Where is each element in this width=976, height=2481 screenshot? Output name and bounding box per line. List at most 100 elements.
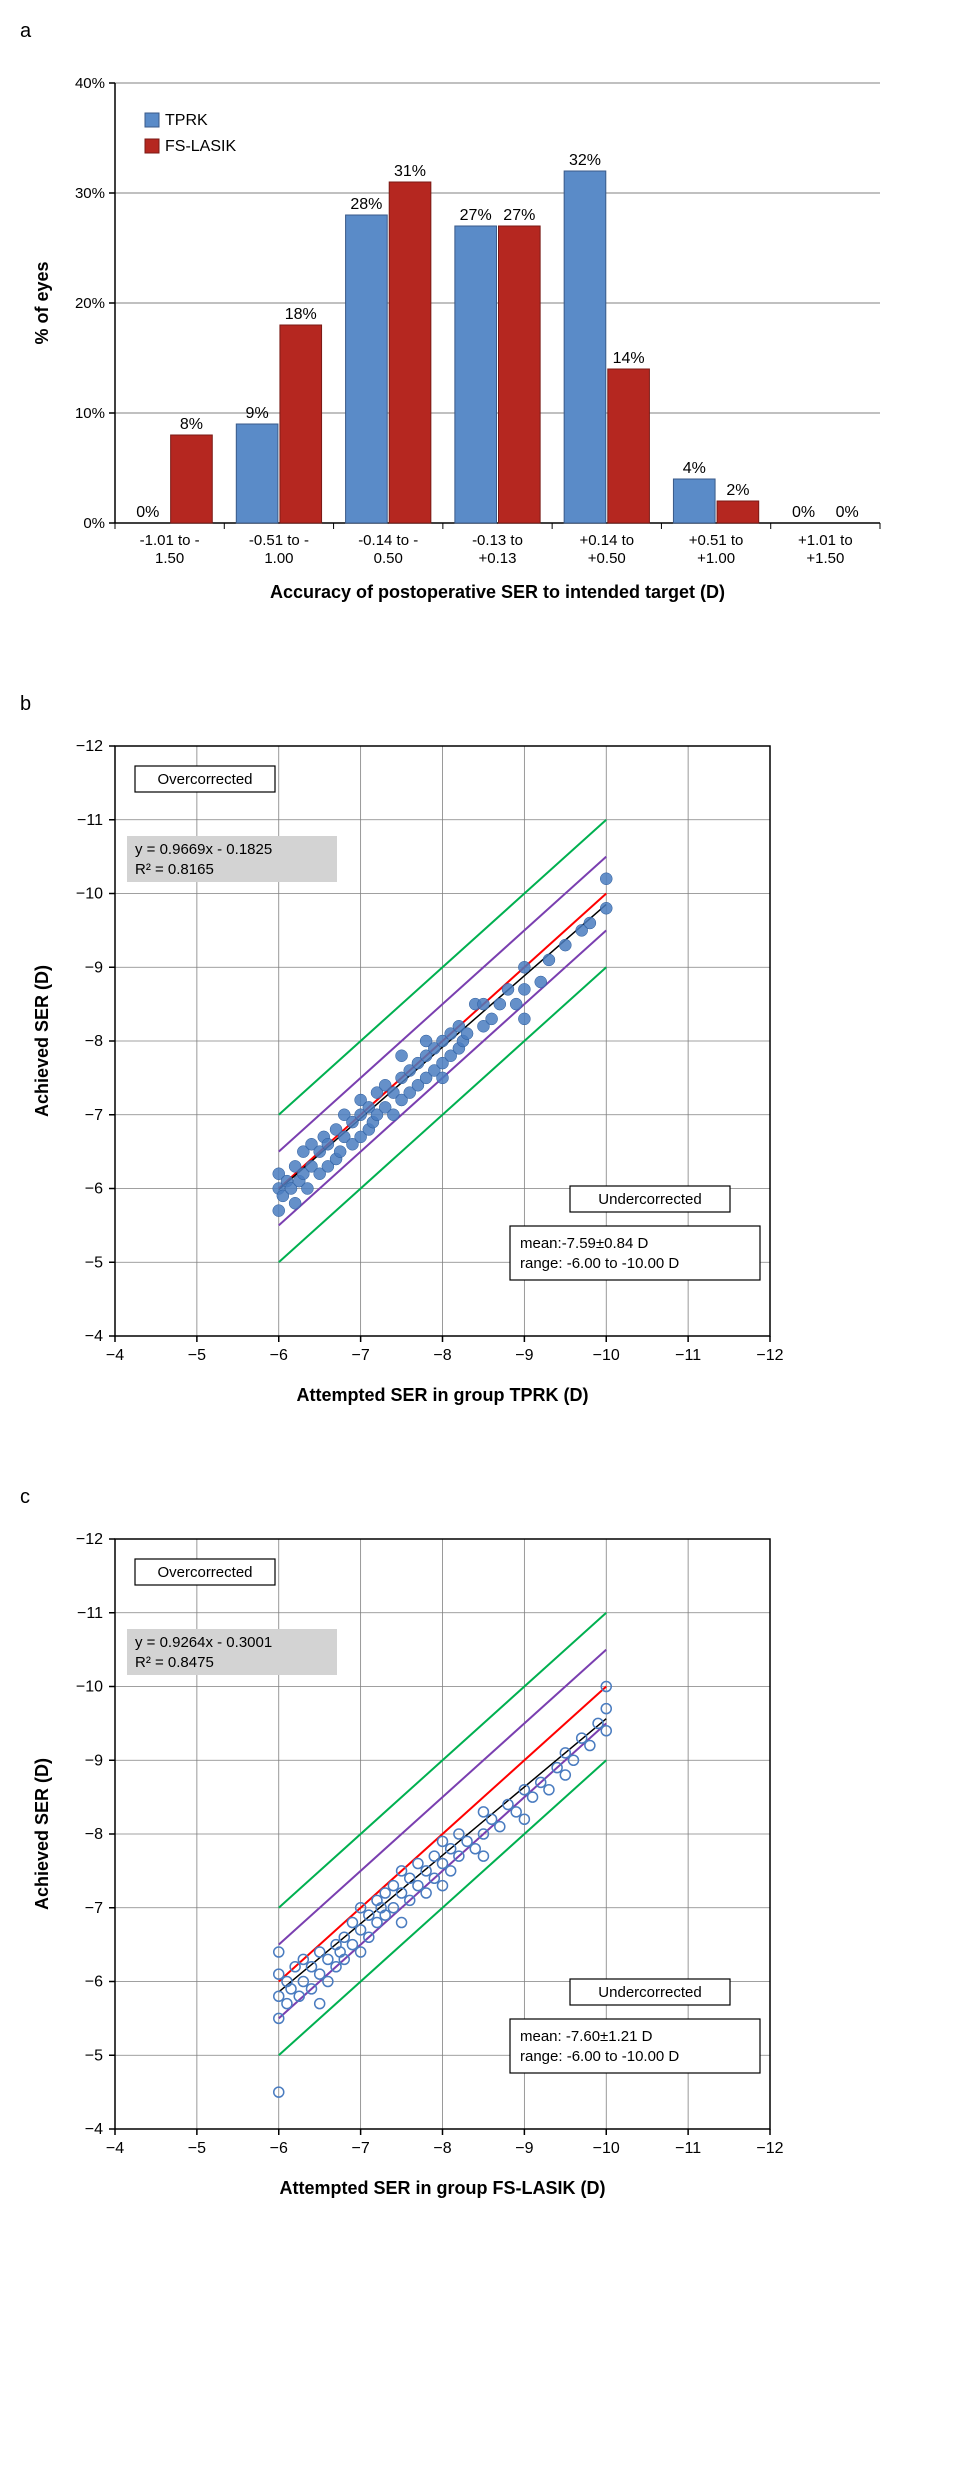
svg-text:−8: −8 (433, 2140, 451, 2157)
svg-text:+1.01 to: +1.01 to (798, 532, 853, 549)
svg-text:−12: −12 (756, 1347, 783, 1364)
svg-text:−4: −4 (106, 1347, 124, 1364)
svg-text:−7: −7 (352, 1347, 370, 1364)
svg-text:−11: −11 (77, 812, 103, 829)
bar-chart: 0% 10% 20% 30% 40% -1.01 to -1.50 0% 8% -0.51 to… (20, 53, 900, 653)
svg-text:30%: 30% (75, 185, 105, 202)
scatter-chart-b: −4 −5 −6 −7 −8 −9 −10 −11 −12 −4 −5 −6 −7 −8 −9 −10 −11 −… (20, 726, 800, 1446)
svg-text:Undercorrected: Undercorrected (598, 1191, 701, 1208)
svg-text:9%: 9% (246, 405, 269, 422)
svg-text:−9: −9 (515, 1347, 533, 1364)
svg-text:mean:-7.59±0.84 D: mean:-7.59±0.84 D (520, 1235, 648, 1252)
svg-text:Overcorrected: Overcorrected (157, 771, 252, 788)
svg-text:−6: −6 (270, 2140, 288, 2157)
svg-text:−10: −10 (76, 886, 103, 903)
panel-b-label: b (20, 693, 956, 716)
svg-text:−4: −4 (106, 2140, 124, 2157)
svg-text:−4: −4 (85, 1328, 103, 1345)
svg-text:+1.50: +1.50 (806, 550, 844, 567)
svg-text:0%: 0% (136, 504, 159, 521)
bar-chart-container: 0% 10% 20% 30% 40% -1.01 to -1.50 0% 8% -0.51 to… (20, 53, 956, 653)
svg-text:0%: 0% (836, 504, 859, 521)
svg-text:−12: −12 (76, 738, 103, 755)
svg-text:2%: 2% (726, 482, 749, 499)
svg-text:range: -6.00 to -10.00 D: range: -6.00 to -10.00 D (520, 1255, 679, 1272)
svg-text:TPRK: TPRK (165, 112, 208, 129)
svg-text:mean: -7.60±1.21 D: mean: -7.60±1.21 D (520, 2028, 653, 2045)
svg-text:Overcorrected: Overcorrected (157, 1564, 252, 1581)
svg-text:+0.50: +0.50 (588, 550, 626, 567)
svg-text:−6: −6 (270, 1347, 288, 1364)
svg-text:−10: −10 (593, 2140, 620, 2157)
panel-c-label: c (20, 1486, 956, 1509)
svg-text:40%: 40% (75, 75, 105, 92)
svg-text:−9: −9 (85, 1752, 103, 1769)
svg-text:Accuracy of postoperative SER: Accuracy of postoperative SER to intende… (270, 582, 725, 602)
svg-text:-0.51 to -: -0.51 to - (249, 532, 309, 549)
svg-text:−8: −8 (85, 1826, 103, 1843)
svg-text:-1.01 to -: -1.01 to - (140, 532, 200, 549)
svg-text:−8: −8 (433, 1347, 451, 1364)
svg-text:y = 0.9669x - 0.1825: y = 0.9669x - 0.1825 (135, 841, 272, 858)
svg-text:0.50: 0.50 (374, 550, 403, 567)
svg-text:10%: 10% (75, 405, 105, 422)
svg-text:20%: 20% (75, 295, 105, 312)
svg-text:−8: −8 (85, 1033, 103, 1050)
svg-text:32%: 32% (569, 152, 601, 169)
svg-text:−10: −10 (76, 1679, 103, 1696)
scatter-c-container: −4 −5 −6 −7 −8 −9 −10 −11 −12 −4 −5 −6 −7 −8 −9 −10 −11 −… (20, 1519, 956, 2239)
svg-text:-0.14 to -: -0.14 to - (358, 532, 418, 549)
panel-a-label: a (20, 20, 956, 43)
svg-text:−7: −7 (85, 1900, 103, 1917)
svg-text:−12: −12 (76, 1531, 103, 1548)
svg-text:Attempted SER in group TPRK (D: Attempted SER in group TPRK (D) (297, 1385, 589, 1405)
svg-text:FS-LASIK: FS-LASIK (165, 138, 236, 155)
svg-text:−7: −7 (85, 1107, 103, 1124)
svg-text:1.50: 1.50 (155, 550, 184, 567)
svg-text:4%: 4% (683, 460, 706, 477)
svg-text:−6: −6 (85, 1181, 103, 1198)
svg-text:0%: 0% (83, 515, 105, 532)
svg-text:−4: −4 (85, 2121, 103, 2138)
svg-text:R² = 0.8475: R² = 0.8475 (135, 1654, 214, 1671)
svg-text:−5: −5 (85, 1254, 103, 1271)
svg-text:0%: 0% (792, 504, 815, 521)
svg-text:−9: −9 (85, 959, 103, 976)
svg-text:Achieved SER (D): Achieved SER (D) (32, 965, 52, 1117)
svg-text:8%: 8% (180, 416, 203, 433)
svg-text:−5: −5 (188, 1347, 206, 1364)
svg-text:1.00: 1.00 (264, 550, 293, 567)
svg-text:−12: −12 (756, 2140, 783, 2157)
svg-text:28%: 28% (350, 196, 382, 213)
svg-text:−11: −11 (77, 1605, 103, 1622)
svg-text:−7: −7 (352, 2140, 370, 2157)
svg-text:% of eyes: % of eyes (32, 261, 52, 344)
svg-text:−9: −9 (515, 2140, 533, 2157)
panel-c: c −4 −5 −6 −7 −8 −9 −10 −11 −12 −4 −5 −6 −7 −8 −9 −10 −1… (20, 1486, 956, 2239)
svg-text:−10: −10 (593, 1347, 620, 1364)
svg-text:+0.51 to: +0.51 to (689, 532, 744, 549)
scatter-chart-c: −4 −5 −6 −7 −8 −9 −10 −11 −12 −4 −5 −6 −7 −8 −9 −10 −11 −… (20, 1519, 800, 2239)
svg-text:-0.13 to: -0.13 to (472, 532, 523, 549)
svg-text:Attempted SER in group FS-LAS: Attempted SER in group FS-LASIK (D) (280, 2178, 606, 2198)
svg-text:−6: −6 (85, 1974, 103, 1991)
panel-b: b −4 −5 −6 −7 −8 −9 −10 −11 −12 −4 −5 −6 −7 −8 −9 −10 −1… (20, 693, 956, 1446)
svg-text:−11: −11 (675, 1347, 701, 1364)
svg-text:range: -6.00 to -10.00 D: range: -6.00 to -10.00 D (520, 2048, 679, 2065)
scatter-b-container: −4 −5 −6 −7 −8 −9 −10 −11 −12 −4 −5 −6 −7 −8 −9 −10 −11 −… (20, 726, 956, 1446)
svg-text:+0.14 to: +0.14 to (579, 532, 634, 549)
svg-text:27%: 27% (503, 207, 535, 224)
svg-text:Achieved SER (D): Achieved SER (D) (32, 1758, 52, 1910)
svg-text:R² = 0.8165: R² = 0.8165 (135, 861, 214, 878)
panel-a: a 0% 10% 20% 30% 40% -1.01 to -1.50 0% 8% -0.51 … (20, 20, 956, 653)
svg-text:27%: 27% (460, 207, 492, 224)
svg-text:−5: −5 (85, 2047, 103, 2064)
svg-text:y = 0.9264x - 0.3001: y = 0.9264x - 0.3001 (135, 1634, 272, 1651)
svg-text:−11: −11 (675, 2140, 701, 2157)
svg-text:Undercorrected: Undercorrected (598, 1984, 701, 2001)
svg-text:31%: 31% (394, 163, 426, 180)
svg-text:−5: −5 (188, 2140, 206, 2157)
svg-text:14%: 14% (613, 350, 645, 367)
svg-text:18%: 18% (285, 306, 317, 323)
svg-text:+1.00: +1.00 (697, 550, 735, 567)
